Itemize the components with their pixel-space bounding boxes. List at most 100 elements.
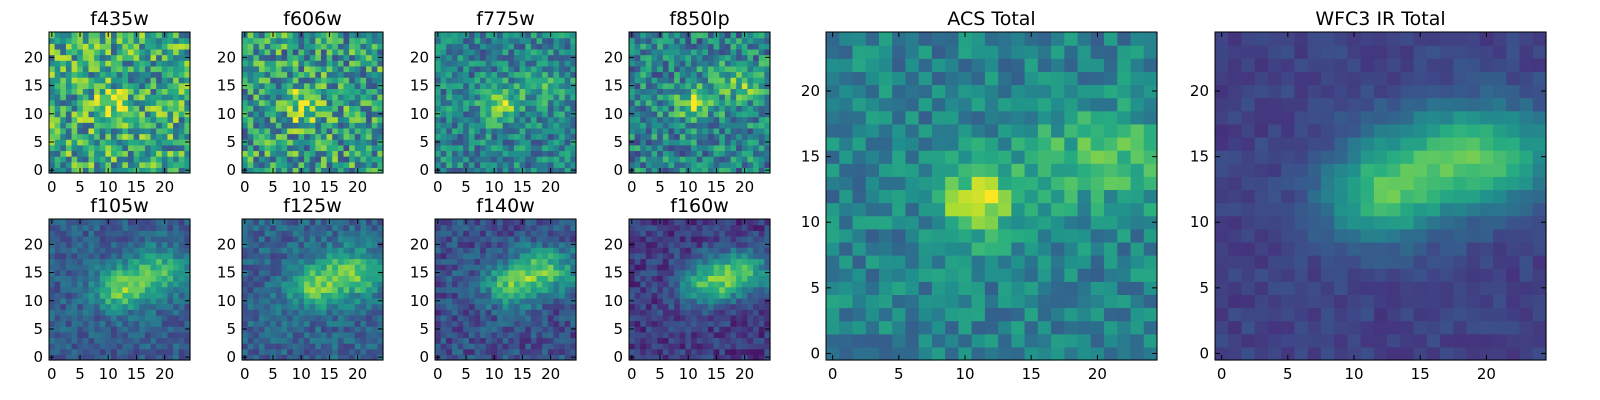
heatmap-cell — [275, 241, 283, 248]
heatmap-cell — [88, 88, 95, 95]
heatmap-cell — [435, 343, 442, 350]
heatmap-cell — [559, 82, 566, 89]
heatmap-cell — [161, 77, 169, 84]
heatmap-cell — [82, 43, 90, 50]
heatmap-cell — [502, 54, 509, 61]
heatmap-cell — [651, 71, 658, 78]
heatmap-cell — [258, 99, 266, 106]
heatmap-cell — [508, 133, 515, 140]
heatmap-cell — [536, 105, 543, 112]
heatmap-cell — [691, 150, 698, 157]
heatmap-cell — [337, 105, 345, 112]
heatmap-cell — [77, 348, 84, 355]
heatmap-cell — [758, 139, 765, 146]
heatmap-cell — [292, 348, 299, 355]
heatmap-cell — [275, 297, 283, 305]
heatmap-cell — [54, 331, 61, 339]
heatmap-cell — [167, 110, 174, 118]
heatmap-cell — [111, 65, 118, 73]
heatmap-cell — [440, 105, 447, 112]
heatmap-cell — [343, 348, 350, 355]
heatmap-cell — [111, 127, 118, 135]
heatmap-cell — [54, 82, 61, 89]
heatmap-cell — [292, 48, 299, 56]
heatmap-cell — [150, 314, 157, 322]
heatmap-cell — [247, 65, 254, 73]
heatmap-cell — [309, 235, 316, 243]
heatmap-cell — [127, 43, 135, 50]
heatmap-cell — [513, 297, 521, 305]
heatmap-cell — [144, 54, 152, 61]
heatmap-cell — [281, 139, 288, 146]
heatmap-cell — [264, 309, 271, 316]
heatmap-cell — [99, 320, 106, 327]
heatmap-cell — [326, 320, 333, 327]
heatmap-cell — [304, 264, 311, 271]
heatmap-cell — [696, 82, 703, 89]
heatmap-cell — [326, 60, 333, 67]
heatmap-cell — [508, 343, 515, 350]
heatmap-cell — [645, 43, 653, 50]
heatmap-cell — [111, 230, 118, 237]
heatmap-cell — [536, 354, 543, 361]
heatmap-cell — [691, 133, 698, 140]
heatmap-cell — [474, 156, 481, 163]
heatmap-cell — [674, 71, 681, 78]
heatmap-cell — [354, 127, 362, 135]
heatmap-cell — [332, 354, 339, 361]
heatmap-cell — [719, 354, 726, 361]
heatmap-cell — [736, 354, 743, 361]
heatmap-cell — [270, 139, 277, 146]
heatmap-cell — [730, 60, 737, 67]
heatmap-cell — [530, 88, 538, 95]
heatmap-cell — [519, 156, 526, 163]
heatmap-cell — [691, 167, 698, 174]
heatmap-cell — [758, 54, 765, 61]
heatmap-cell — [105, 133, 112, 140]
heatmap-cell — [570, 32, 577, 39]
heatmap-cell — [685, 99, 692, 106]
heatmap-cell — [502, 297, 509, 305]
heatmap-cell — [167, 116, 174, 123]
heatmap-cell — [315, 331, 322, 339]
heatmap-cell — [88, 219, 95, 226]
heatmap-cell — [530, 230, 538, 237]
heatmap-cell — [730, 48, 737, 56]
heatmap-cell — [178, 60, 185, 67]
heatmap-cell — [657, 60, 664, 67]
heatmap-cell — [354, 60, 362, 67]
heatmap-cell — [264, 88, 271, 95]
heatmap-cell — [349, 133, 356, 140]
heatmap-cell — [88, 94, 95, 101]
heatmap-cell — [553, 48, 560, 56]
heatmap-cell — [674, 348, 681, 355]
heatmap-cell — [640, 122, 647, 129]
heatmap-cell — [309, 37, 316, 44]
heatmap-cell — [139, 247, 146, 254]
heatmap-cell — [674, 156, 681, 163]
heatmap-cell — [559, 65, 566, 73]
heatmap-cell — [332, 252, 339, 260]
heatmap-cell — [491, 60, 498, 67]
heatmap-cell — [741, 320, 749, 327]
heatmap-cell — [133, 331, 140, 339]
heatmap-cell — [298, 348, 305, 355]
heatmap-cell — [371, 156, 378, 163]
heatmap-cell — [354, 54, 362, 61]
heatmap-cell — [65, 354, 73, 361]
heatmap-cell — [315, 264, 322, 271]
heatmap-cell — [468, 60, 476, 67]
heatmap-cell — [702, 65, 709, 73]
heatmap-cell — [553, 82, 560, 89]
heatmap-cell — [657, 144, 664, 152]
heatmap-cell — [491, 258, 498, 265]
heatmap-cell — [468, 281, 476, 288]
heatmap-cell — [564, 269, 571, 276]
heatmap-cell — [161, 156, 169, 163]
heatmap-cell — [247, 252, 254, 260]
heatmap-cell — [553, 286, 560, 293]
heatmap-cell — [640, 167, 647, 174]
heatmap-cell — [60, 94, 67, 101]
heatmap-cell — [122, 354, 129, 361]
heatmap-cell — [332, 127, 339, 135]
